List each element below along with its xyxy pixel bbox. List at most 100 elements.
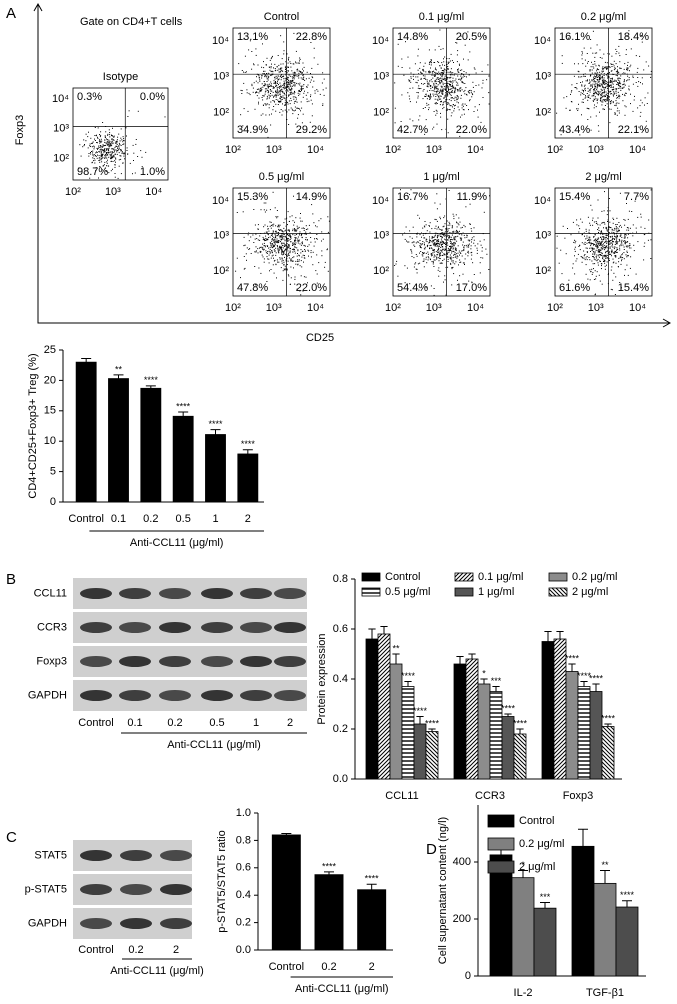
dot: [298, 78, 299, 79]
dot: [613, 94, 614, 95]
dot: [612, 243, 613, 244]
significance-label: ***: [540, 892, 551, 902]
dot: [295, 84, 296, 85]
dot: [418, 92, 419, 93]
dot: [434, 88, 435, 89]
dot: [429, 240, 430, 241]
dot: [275, 255, 276, 256]
dot: [289, 246, 290, 247]
dot: [599, 243, 600, 244]
dot: [275, 83, 276, 84]
dot: [426, 259, 427, 260]
dot: [613, 223, 614, 224]
dot: [638, 81, 639, 82]
dot: [489, 195, 490, 196]
dot: [605, 99, 606, 100]
dot: [617, 70, 618, 71]
dot: [455, 89, 456, 90]
dot: [102, 157, 103, 158]
dot: [96, 151, 97, 152]
dot: [411, 78, 412, 79]
dot: [432, 78, 433, 79]
dot: [469, 51, 470, 52]
dot: [431, 79, 432, 80]
dot: [610, 227, 611, 228]
dot: [306, 234, 307, 235]
dot: [247, 92, 248, 93]
dot: [278, 225, 279, 226]
dot: [466, 72, 467, 73]
dot: [606, 99, 607, 100]
dot: [480, 241, 481, 242]
dot: [425, 107, 426, 108]
dot: [562, 63, 563, 64]
flow-x-tick: 10³: [588, 302, 604, 314]
legend-swatch: [549, 588, 567, 596]
dot: [443, 102, 444, 103]
dot: [277, 241, 278, 242]
dot: [478, 85, 479, 86]
dot: [443, 241, 444, 242]
dot: [606, 237, 607, 238]
dot: [438, 249, 439, 250]
dot: [278, 69, 279, 70]
dot: [267, 90, 268, 91]
dot: [444, 243, 445, 244]
dot: [461, 251, 462, 252]
dot: [303, 63, 304, 64]
legend-swatch: [362, 573, 380, 581]
dot: [587, 119, 588, 120]
bar: [590, 692, 602, 780]
dot: [411, 253, 412, 254]
blot-band: [159, 622, 191, 633]
dot: [613, 81, 614, 82]
dot: [321, 231, 322, 232]
dot: [424, 83, 425, 84]
dot: [577, 110, 578, 111]
dot: [271, 222, 272, 223]
dot: [85, 140, 86, 141]
dot: [457, 280, 458, 281]
dot: [288, 96, 289, 97]
dot: [108, 152, 109, 153]
dot: [442, 230, 443, 231]
dot: [324, 95, 325, 96]
dot: [325, 262, 326, 263]
dot: [443, 79, 444, 80]
dot: [582, 58, 583, 59]
dot: [119, 143, 120, 144]
dot: [462, 245, 463, 246]
dot: [408, 242, 409, 243]
dot: [122, 163, 123, 164]
dot: [581, 55, 582, 56]
dot: [453, 78, 454, 79]
dot: [273, 192, 274, 193]
dot: [463, 249, 464, 250]
dot: [423, 91, 424, 92]
dot: [416, 236, 417, 237]
dot: [615, 244, 616, 245]
dot: [451, 253, 452, 254]
dot: [424, 244, 425, 245]
dot: [579, 228, 580, 229]
dot: [436, 244, 437, 245]
dot: [640, 100, 641, 101]
dot: [591, 88, 592, 89]
dot: [97, 148, 98, 149]
dot: [463, 75, 464, 76]
dot: [111, 157, 112, 158]
dot: [439, 244, 440, 245]
dot: [482, 83, 483, 84]
dot: [589, 269, 590, 270]
dot: [451, 284, 452, 285]
flow-x-tick: 10²: [65, 186, 81, 198]
dot: [123, 138, 124, 139]
dot: [434, 257, 435, 258]
dot: [117, 144, 118, 145]
dot: [310, 96, 311, 97]
blot-band: [80, 850, 112, 861]
dot: [606, 246, 607, 247]
dot: [290, 237, 291, 238]
dot: [585, 238, 586, 239]
dot: [574, 249, 575, 250]
